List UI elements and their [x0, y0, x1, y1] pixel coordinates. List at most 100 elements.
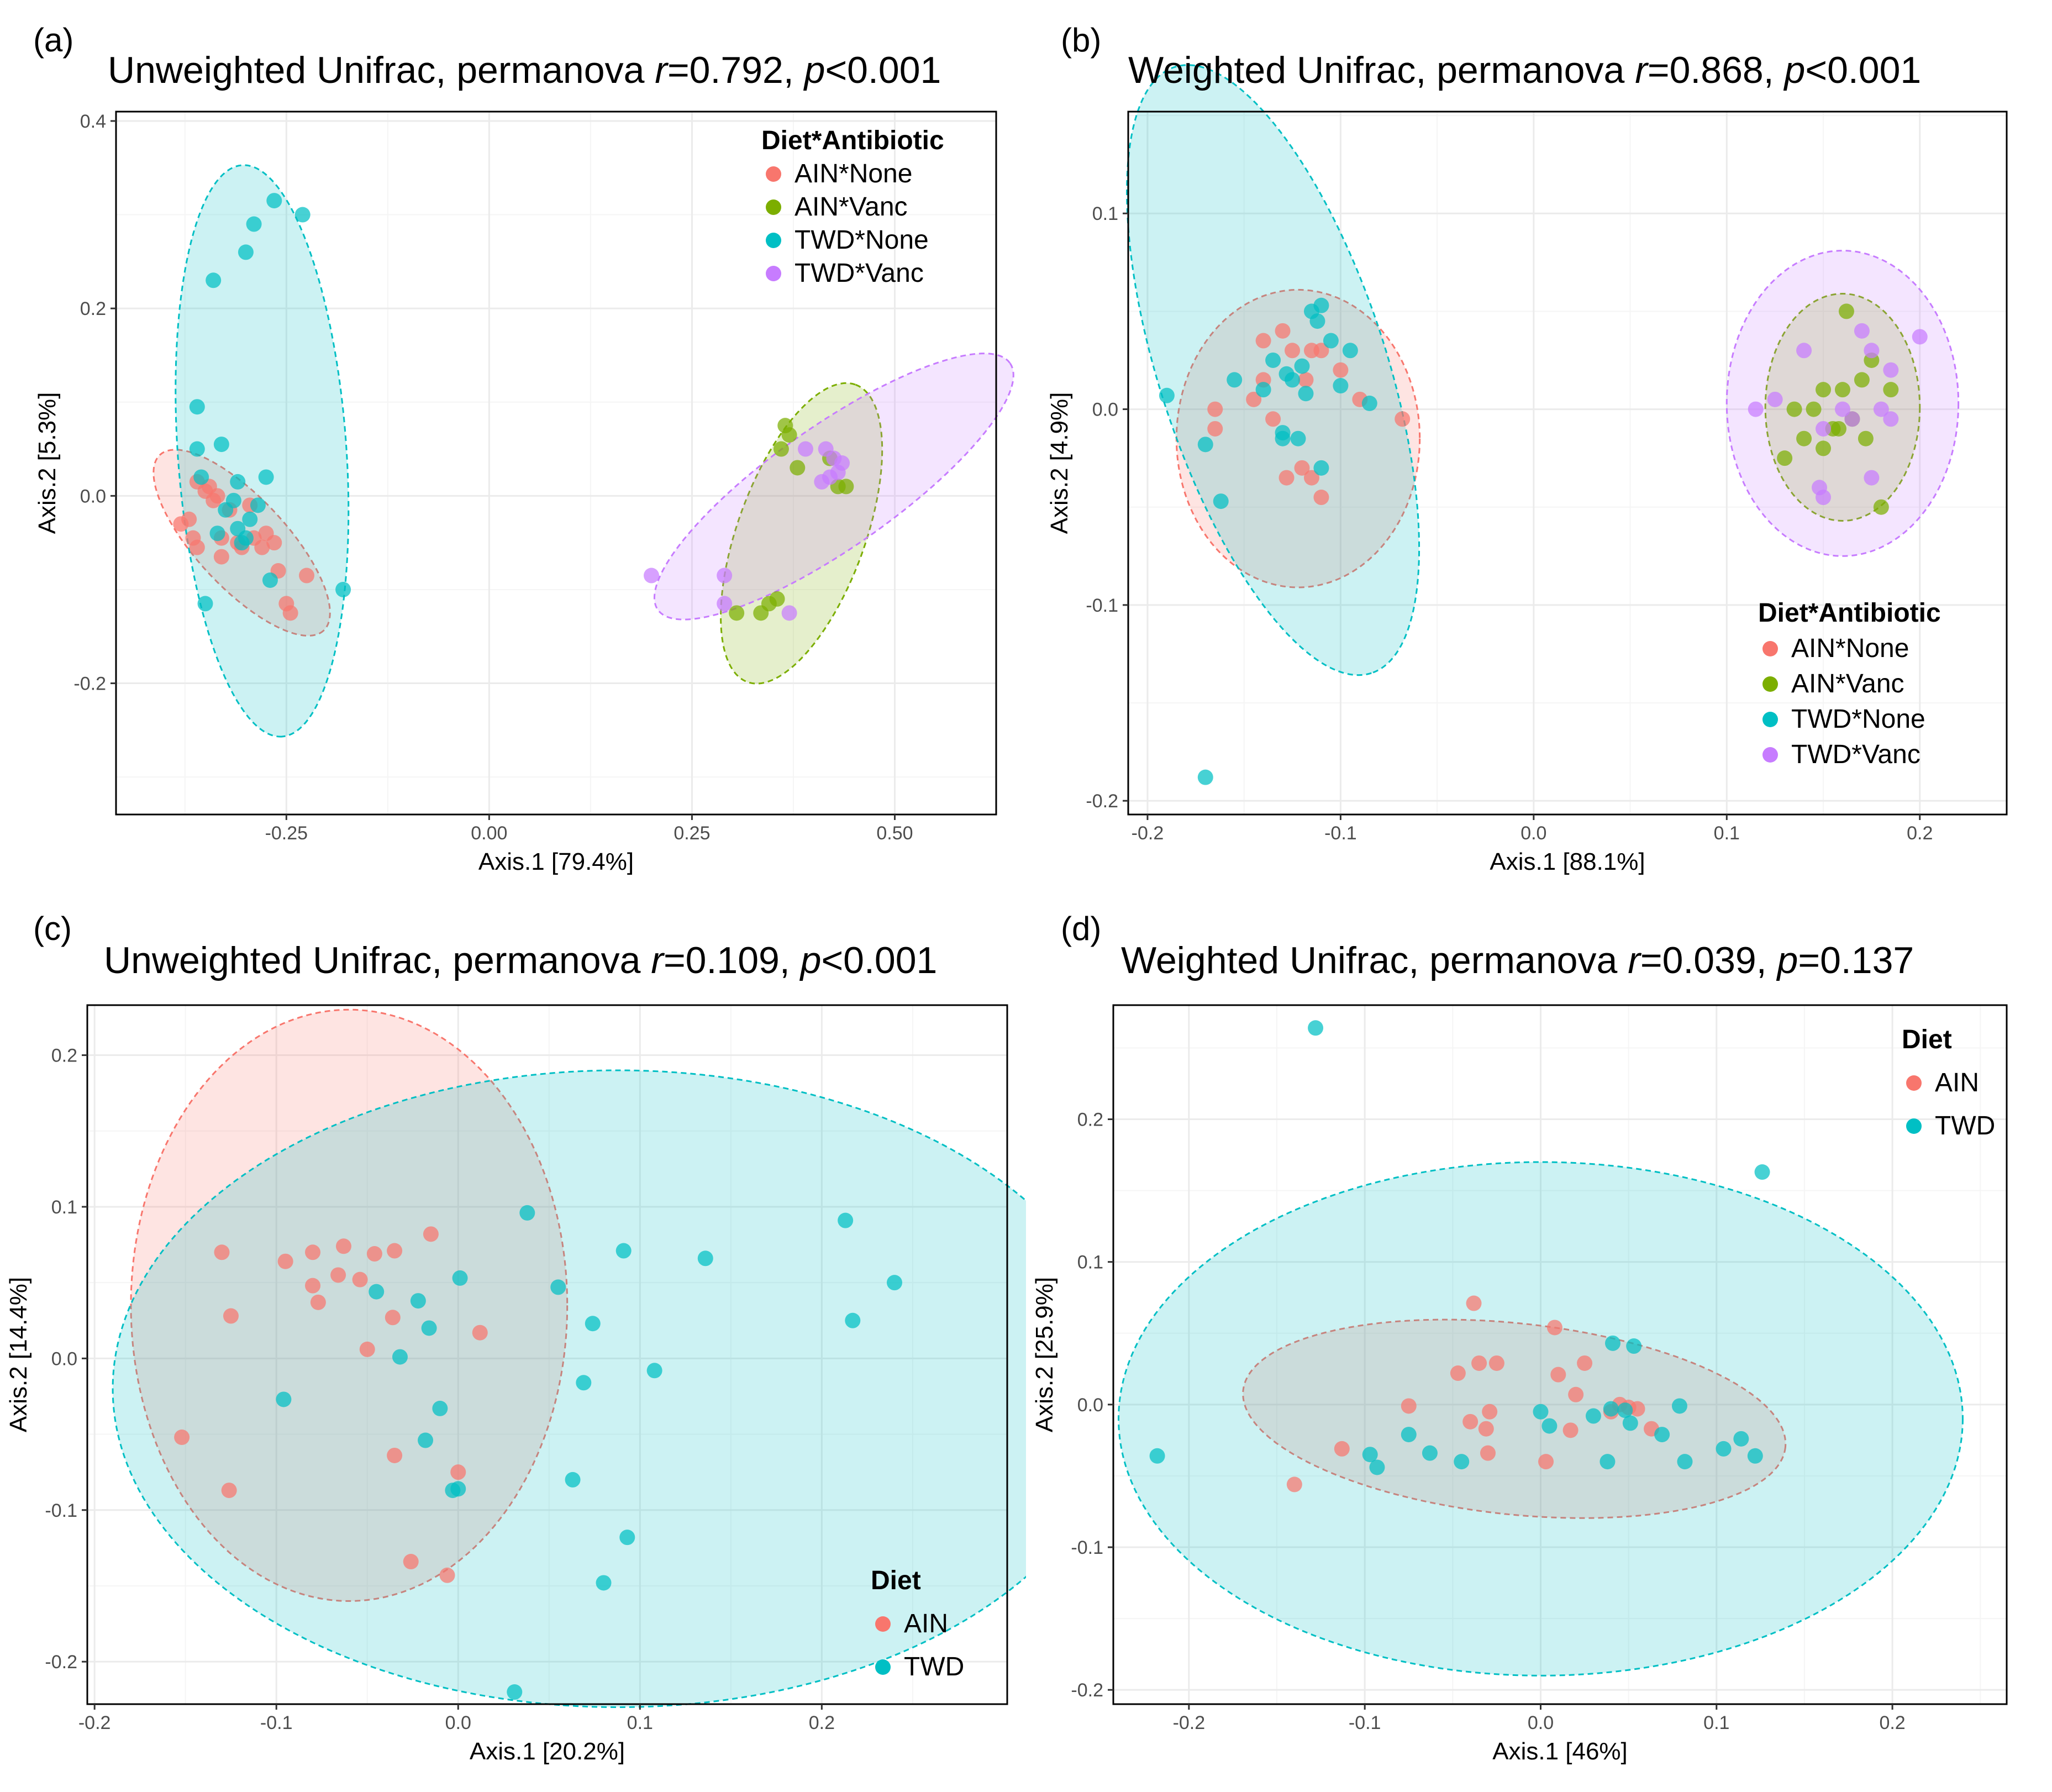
data-point: [254, 539, 270, 555]
data-point: [1298, 386, 1314, 402]
data-point: [310, 1294, 326, 1310]
data-point: [1883, 362, 1899, 378]
legend-title: Diet*Antibiotic: [761, 126, 944, 155]
data-point: [697, 1250, 713, 1267]
data-point: [769, 591, 785, 607]
plot-border: [1127, 111, 2008, 816]
data-point: [1278, 470, 1295, 486]
data-point: [1275, 430, 1291, 446]
data-point: [299, 567, 315, 584]
data-point: [1313, 297, 1329, 313]
data-point: [1313, 460, 1329, 476]
plot-border: [1112, 1004, 2008, 1705]
y-tick-label: 0.0: [51, 1348, 77, 1369]
panel-letter: (c): [33, 910, 72, 947]
data-point: [1716, 1441, 1732, 1457]
panel-title: Weighted Unifrac, permanova r=0.039, p=0…: [1121, 939, 1914, 981]
x-tick-label: 0.0: [445, 1712, 471, 1733]
y-tick-label: 0.0: [1092, 400, 1118, 421]
data-point: [596, 1575, 612, 1591]
legend-key: [1762, 676, 1778, 692]
data-point: [1873, 401, 1889, 417]
data-point: [1629, 1401, 1645, 1417]
data-point: [838, 1212, 854, 1228]
x-tick-label: -0.2: [1173, 1712, 1206, 1733]
data-point: [1333, 362, 1349, 378]
data-point: [1747, 1448, 1763, 1464]
ordination-plot: -0.2 -0.1 0.0 0.1 0.2 -0.2 -0.1 0.0 0.1 0.2 Axis.1…: [5, 1004, 1125, 1765]
data-point: [1265, 411, 1281, 427]
data-point: [223, 1308, 239, 1324]
x-tick-label: 0.2: [1907, 823, 1933, 844]
data-point: [781, 427, 797, 443]
ordination-plot: -0.2 -0.1 0.0 0.1 0.2 -0.2 -0.1 0.0 0.1 Axis.1 [8…: [1046, 64, 2008, 875]
data-point: [1488, 1355, 1504, 1371]
legend-label: TWD*Vanc: [795, 259, 924, 288]
data-point: [1858, 430, 1874, 446]
data-point: [1883, 382, 1899, 398]
data-point: [209, 525, 225, 542]
data-point: [1617, 1402, 1633, 1418]
y-tick-label: -0.1: [1071, 1537, 1103, 1558]
data-point: [1816, 440, 1832, 456]
panel-d: (d) Weighted Unifrac, permanova r=0.039,…: [1026, 895, 2052, 1789]
data-point: [1585, 1408, 1601, 1424]
data-point: [225, 492, 241, 508]
data-point: [838, 479, 854, 495]
legend-key: [1762, 747, 1778, 763]
data-point: [221, 1483, 237, 1499]
data-point: [717, 567, 733, 584]
data-point: [238, 530, 254, 546]
data-point: [1546, 1320, 1562, 1336]
data-point: [1466, 1295, 1482, 1311]
data-point: [1286, 1476, 1302, 1493]
data-point: [1654, 1427, 1670, 1443]
data-point: [1754, 1164, 1770, 1180]
data-point: [1864, 343, 1880, 359]
data-point: [330, 1267, 346, 1283]
data-point: [1213, 493, 1229, 509]
data-point: [1777, 450, 1793, 466]
x-axis-title: Axis.1 [20.2%]: [470, 1738, 625, 1765]
x-tick-label: -0.1: [1324, 823, 1357, 844]
data-point: [576, 1375, 592, 1391]
data-point: [1342, 343, 1358, 359]
data-point: [250, 497, 266, 513]
data-point: [352, 1271, 368, 1287]
data-point: [1323, 333, 1339, 349]
legend-label: TWD*Vanc: [1791, 740, 1921, 769]
data-point: [450, 1481, 466, 1497]
data-point: [1313, 490, 1329, 506]
ordination-plot: -0.2 -0.1 0.0 0.1 0.2 -0.2 -0.1 0.0 0.1 0.2 Axis.1…: [1031, 1004, 2008, 1765]
panel-letter: (a): [33, 22, 74, 59]
data-point: [423, 1226, 439, 1242]
legend-key: [1762, 641, 1778, 656]
x-tick-label: 0.1: [1703, 1712, 1729, 1733]
data-point: [773, 441, 789, 457]
data-point: [410, 1293, 426, 1309]
data-point: [1786, 401, 1802, 417]
data-point: [1149, 1448, 1165, 1464]
data-point: [1255, 382, 1271, 398]
legend-label: TWD*None: [1791, 705, 1925, 734]
data-point: [277, 1253, 293, 1269]
data-point: [1604, 1335, 1620, 1351]
data-point: [305, 1244, 321, 1260]
data-point: [1816, 382, 1832, 398]
data-point: [421, 1320, 437, 1336]
data-point: [1599, 1454, 1616, 1470]
y-tick-label: -0.2: [1086, 791, 1118, 812]
data-point: [1395, 411, 1411, 427]
data-point: [439, 1567, 455, 1583]
data-point: [246, 216, 262, 232]
data-point: [1450, 1365, 1466, 1381]
data-point: [1873, 499, 1889, 515]
data-point: [1197, 769, 1213, 785]
legend-key: [875, 1659, 891, 1675]
confidence-ellipse: [1126, 64, 1420, 676]
confidence-ellipse: [175, 164, 350, 738]
data-point: [1159, 387, 1175, 403]
legend-key: [1906, 1118, 1922, 1134]
y-tick-label: -0.2: [73, 674, 106, 695]
data-point: [1816, 490, 1832, 506]
